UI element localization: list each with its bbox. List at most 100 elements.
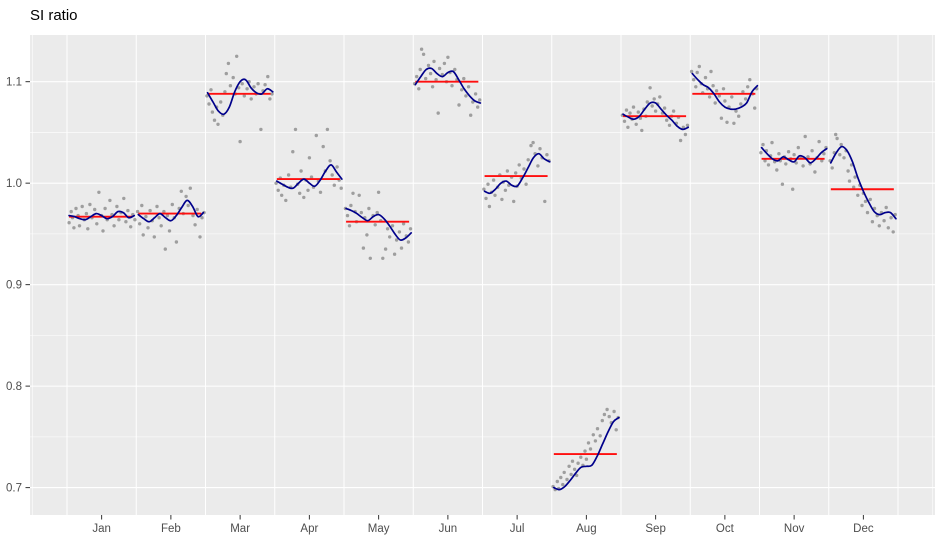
seasonal-line-oct	[691, 72, 759, 111]
si-point	[713, 101, 717, 105]
si-point	[517, 163, 521, 167]
si-point	[67, 221, 71, 225]
si-point	[714, 89, 719, 93]
si-point	[170, 202, 174, 207]
si-point	[115, 204, 119, 209]
si-point	[117, 218, 121, 222]
si-point	[491, 178, 496, 182]
si-point	[259, 127, 263, 132]
si-point	[478, 98, 482, 102]
si-point	[224, 71, 228, 76]
si-point	[381, 256, 385, 260]
si-point	[503, 188, 508, 192]
si-point	[212, 118, 217, 122]
si-point	[813, 170, 817, 174]
si-points-may	[343, 190, 413, 260]
si-point	[165, 213, 170, 218]
si-point	[86, 227, 90, 231]
si-point	[276, 188, 280, 192]
si-point	[228, 84, 233, 88]
si-point	[512, 199, 516, 204]
si-point	[545, 153, 549, 157]
si-point	[152, 235, 156, 239]
si-point	[792, 153, 796, 157]
si-point	[662, 106, 667, 110]
si-point	[108, 198, 112, 203]
si-point	[830, 166, 834, 170]
si-point	[72, 226, 76, 230]
si-point	[95, 222, 99, 226]
x-label-sep: Sep	[645, 523, 665, 535]
si-point	[280, 193, 284, 197]
si-point	[361, 246, 366, 250]
si-point	[347, 224, 352, 228]
si-point	[103, 206, 107, 211]
si-point	[437, 66, 442, 71]
si-point	[205, 94, 209, 98]
si-point	[293, 127, 298, 132]
si-points-sep	[620, 86, 690, 143]
si-point	[602, 412, 607, 417]
si-point	[388, 235, 392, 239]
si-point	[421, 52, 426, 56]
si-point	[810, 149, 814, 153]
si-point	[820, 159, 824, 163]
y-label-0.8: 0.8	[6, 381, 22, 393]
si-point	[274, 181, 278, 185]
si-point	[572, 467, 577, 471]
si-point	[146, 226, 150, 230]
x-label-jan: Jan	[92, 523, 111, 535]
si-point	[791, 187, 795, 191]
si-point	[487, 204, 492, 209]
y-label-1.0: 1.0	[6, 178, 22, 190]
si-point	[780, 182, 785, 186]
si-point	[330, 173, 334, 177]
si-point	[157, 216, 161, 220]
si-point	[725, 120, 729, 125]
si-point	[314, 133, 318, 138]
si-point	[375, 210, 379, 215]
x-label-jun: Jun	[439, 523, 458, 535]
x-label-jul: Jul	[510, 523, 525, 535]
si-point	[846, 169, 850, 173]
si-point	[734, 109, 738, 113]
si-point	[473, 92, 478, 96]
si-point	[838, 153, 842, 157]
si-point	[367, 206, 371, 211]
si-point	[419, 47, 424, 51]
si-point	[210, 110, 215, 114]
si-point	[636, 110, 640, 114]
si-point	[195, 207, 199, 212]
si-point	[397, 230, 402, 234]
seasonal-line-dec	[829, 145, 897, 220]
si-point	[135, 209, 140, 214]
si-point	[891, 230, 895, 234]
si-point	[486, 182, 490, 186]
si-point	[198, 235, 202, 239]
si-point	[226, 61, 231, 66]
si-point	[223, 90, 227, 94]
x-label-aug: Aug	[576, 523, 596, 535]
si-point	[579, 455, 583, 459]
si-point	[741, 90, 745, 94]
si-point	[543, 199, 547, 204]
si-point	[794, 161, 798, 165]
si-point	[442, 61, 447, 66]
si-point	[559, 475, 563, 480]
si-point	[538, 147, 542, 151]
si-point	[711, 84, 715, 88]
si-point	[531, 140, 535, 145]
si-point	[122, 196, 126, 201]
si-point	[884, 205, 888, 210]
x-label-apr: Apr	[300, 523, 318, 535]
si-point	[605, 407, 609, 412]
si-point	[349, 203, 353, 208]
si-point	[865, 210, 870, 215]
x-label-oct: Oct	[716, 523, 735, 535]
si-point	[886, 226, 890, 230]
si-point	[112, 224, 116, 228]
si-point	[576, 461, 580, 465]
si-point	[500, 197, 504, 202]
si-point	[428, 71, 433, 76]
si-point	[748, 78, 752, 82]
